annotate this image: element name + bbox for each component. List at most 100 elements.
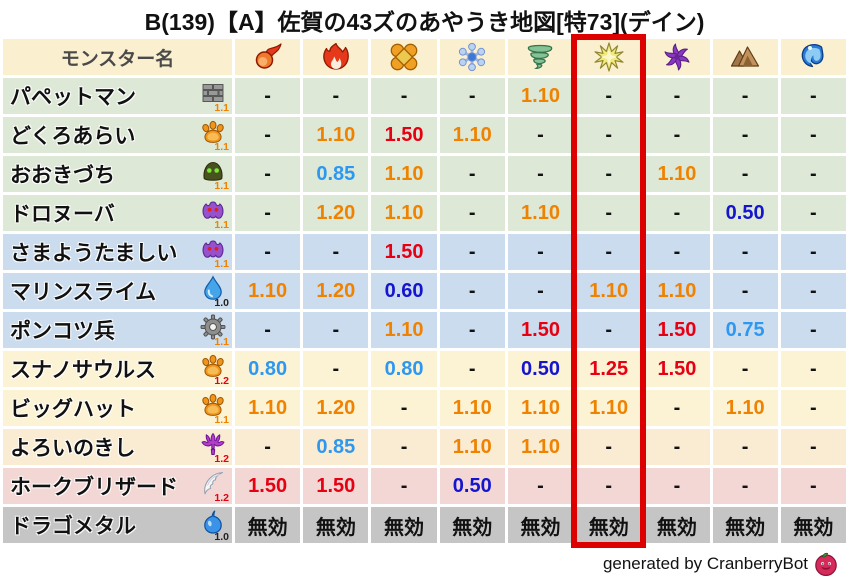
resistance-cell: - (780, 78, 846, 114)
resistance-cell: 無効 (644, 507, 710, 543)
header-row: モンスター名 (3, 39, 846, 75)
resistance-cell: 1.50 (644, 351, 710, 387)
resistance-cell: 0.60 (371, 273, 437, 309)
resistance-cell: - (235, 234, 301, 270)
resistance-cell: - (235, 117, 301, 153)
brick-wall-icon (200, 80, 226, 106)
monster-name-cell: マリンスライム 1.0 (3, 273, 232, 309)
resistance-cell: - (712, 468, 778, 504)
resistance-cell: - (576, 429, 642, 465)
fireball-icon (253, 43, 283, 69)
resistance-cell: 無効 (371, 507, 437, 543)
paw-icon (200, 392, 226, 418)
blob-eyes-icon (200, 236, 226, 262)
resistance-cell: 1.10 (371, 312, 437, 348)
monster-scale: 1.1 (214, 257, 229, 270)
flame-icon (321, 42, 351, 70)
blob-eyes-icon (200, 197, 226, 223)
resistance-cell: 0.85 (303, 429, 369, 465)
resistance-cell: 1.10 (507, 390, 574, 426)
table-row: ドロヌーバ 1.1-1.20 1.10-1.10- -0.50- (3, 195, 846, 231)
monster-scale: 1.1 (214, 140, 229, 153)
monster-scale: 1.1 (214, 218, 229, 231)
resistance-cell: - (371, 468, 437, 504)
resistance-cell: - (371, 390, 437, 426)
resistance-cell: 1.50 (371, 234, 437, 270)
monster-scale: 1.2 (214, 374, 229, 387)
monster-name-cell: よろいのきし 1.2 (3, 429, 232, 465)
resistance-cell: 1.20 (303, 195, 369, 231)
resistance-cell: 1.10 (235, 390, 301, 426)
resistance-cell: - (576, 468, 642, 504)
resistance-cell: - (712, 429, 778, 465)
element-column-earth (712, 39, 778, 75)
table-row: どくろあらい 1.1-1.10 1.50 1.10- - - - - (3, 117, 846, 153)
resistance-cell: - (439, 156, 505, 192)
resistance-cell: 1.10 (371, 156, 437, 192)
resistance-cell: - (780, 312, 846, 348)
resistance-cell: - (507, 234, 574, 270)
resistance-cell: - (780, 390, 846, 426)
resistance-cell: 無効 (507, 507, 574, 543)
resistance-cell: - (303, 351, 369, 387)
table-row: パペットマン 1.1- - - -1.10- - - - (3, 78, 846, 114)
resistance-cell: 1.50 (303, 468, 369, 504)
paw-icon (200, 353, 226, 379)
resistance-cell: 1.10 (712, 390, 778, 426)
resistance-cell: - (576, 78, 642, 114)
resistance-cell: - (780, 429, 846, 465)
resistance-cell: - (576, 117, 642, 153)
resistance-cell: - (303, 234, 369, 270)
monster-name-cell: どくろあらい 1.1 (3, 117, 232, 153)
resistance-cell: 無効 (576, 507, 642, 543)
element-column-water (780, 39, 846, 75)
resistance-cell: - (644, 468, 710, 504)
monster-name-cell: ドラゴメタル 1.0 (3, 507, 232, 543)
resistance-cell: 0.50 (439, 468, 505, 504)
credit: generated by CranberryBot (603, 551, 839, 577)
resistance-cell: 1.50 (507, 312, 574, 348)
resistance-cell: - (303, 78, 369, 114)
monster-name-cell: スナノサウルス 1.2 (3, 351, 232, 387)
dome-eyes-icon (200, 158, 226, 184)
table-row: さまようたましい 1.1- -1.50- - - - - - (3, 234, 846, 270)
resistance-cell: - (644, 117, 710, 153)
resistance-cell: 1.10 (371, 195, 437, 231)
resistance-cell: 無効 (303, 507, 369, 543)
resistance-cell: - (235, 429, 301, 465)
resistance-cell: 0.85 (303, 156, 369, 192)
page-title: B(139)【A】佐賀の43ズのあやうき地図[特73](デイン) (144, 9, 705, 35)
resistance-cell: - (439, 312, 505, 348)
monster-name: スナノサウルス (10, 359, 156, 382)
monster-scale: 1.1 (214, 335, 229, 348)
resistance-cell: 1.50 (235, 468, 301, 504)
resistance-cell: - (712, 234, 778, 270)
monster-name-header: モンスター名 (3, 39, 232, 75)
element-column-wind (507, 39, 574, 75)
resistance-cell: - (235, 312, 301, 348)
resistance-cell: - (507, 156, 574, 192)
monster-name: おおきづち (10, 164, 115, 187)
table-row: マリンスライム 1.0 1.10 1.20 0.60- -1.10 1.10- - (3, 273, 846, 309)
resistance-cell: - (507, 117, 574, 153)
resistance-cell: - (780, 468, 846, 504)
resistance-cell: - (576, 234, 642, 270)
resistance-cell: - (371, 429, 437, 465)
resistance-cell: - (576, 156, 642, 192)
monster-scale: 1.1 (214, 413, 229, 426)
resistance-cell: 無効 (712, 507, 778, 543)
table-row: ドラゴメタル 1.0 無効 無効 無効 無効 無効 無効 無効 無効 無効 (3, 507, 846, 543)
table-row: ホークブリザード 1.2 1.50 1.50-0.50- - - - - (3, 468, 846, 504)
resistance-cell: 1.10 (235, 273, 301, 309)
monster-name: どくろあらい (10, 125, 136, 148)
resistance-table: モンスター名 パペットマン 1.1- - - -1.10- - - - どくろあらい 1.1-1.… (0, 36, 849, 546)
element-column-dark (644, 39, 710, 75)
monster-scale: 1.0 (214, 530, 229, 543)
resistance-cell: 1.10 (303, 117, 369, 153)
monster-name: パペットマン (10, 86, 136, 109)
resistance-cell: - (780, 117, 846, 153)
paw-icon (200, 119, 226, 145)
element-column-explosion (371, 39, 437, 75)
resistance-cell: - (644, 429, 710, 465)
snowflake-icon (457, 42, 487, 72)
